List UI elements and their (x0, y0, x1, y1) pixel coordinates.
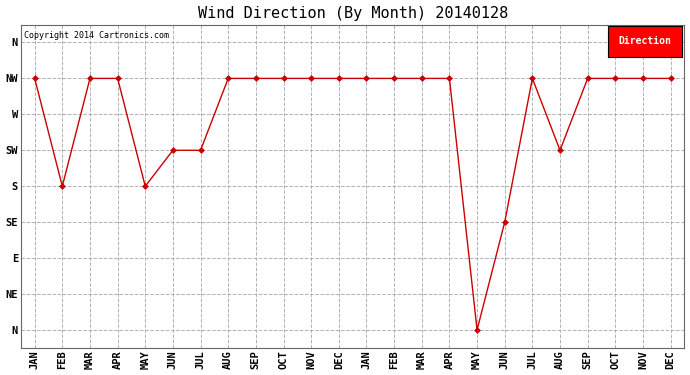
Text: Copyright 2014 Cartronics.com: Copyright 2014 Cartronics.com (24, 31, 169, 40)
Title: Wind Direction (By Month) 20140128: Wind Direction (By Month) 20140128 (197, 6, 508, 21)
